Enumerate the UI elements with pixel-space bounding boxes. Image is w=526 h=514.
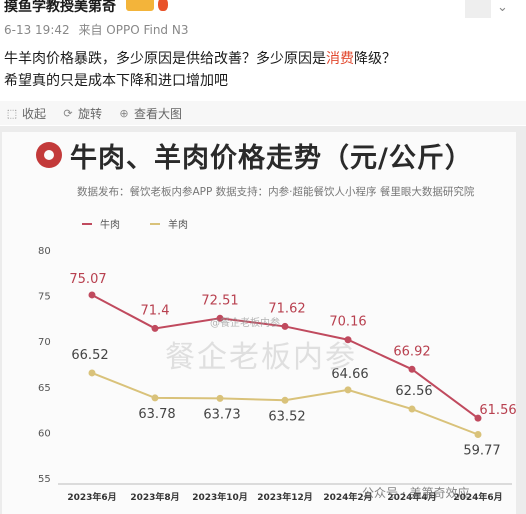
beef-data-point — [151, 324, 159, 332]
lamb-data-point — [281, 396, 289, 404]
lamb-data-label: 63.52 — [268, 409, 305, 424]
view-large-button[interactable]: ⊕ 查看大图 — [119, 106, 183, 121]
y-tick-label: 65 — [38, 383, 51, 394]
lamb-data-label: 66.52 — [71, 348, 108, 363]
beef-data-label: 61.56 — [479, 403, 516, 418]
more-icon[interactable]: ⌄ — [497, 0, 508, 15]
legend-item-lamb: 羊肉 — [150, 216, 188, 231]
thumbnail[interactable] — [465, 0, 491, 18]
lamb-data-point — [151, 394, 159, 402]
beef-data-point — [88, 291, 96, 299]
chart-legend: 牛肉 羊肉 — [82, 216, 218, 231]
lamb-data-label: 64.66 — [331, 367, 368, 382]
y-tick-label: 55 — [38, 474, 51, 485]
zoom-icon: ⊕ — [119, 106, 129, 120]
x-tick-label: 2024年2月 — [323, 491, 372, 503]
post-header: 摸鱼学教授美第奇 6-13 19:42 来自 OPPO Find N3 ⌄ — [0, 0, 526, 42]
post-text-line-2: 希望真的只是成本下降和进口增加吧 — [4, 73, 228, 89]
collapse-icon: ⬚ — [6, 106, 18, 120]
x-tick-label: 2023年12月 — [257, 491, 313, 503]
beef-data-point — [216, 314, 224, 322]
beef-data-point — [408, 365, 416, 373]
beef-data-label: 72.51 — [201, 293, 238, 308]
lamb-data-label: 63.78 — [138, 407, 175, 422]
x-tick-label: 2023年10月 — [192, 491, 248, 503]
legend-item-beef: 牛肉 — [82, 216, 120, 231]
legend-swatch-beef — [82, 222, 92, 225]
line-chart: 55 60 65 70 75 80 2023年6月 2023年8月 2023年10月 2023年1… — [38, 246, 517, 503]
beef-data-label: 71.62 — [268, 301, 305, 316]
topic-link[interactable]: 消费 — [326, 51, 354, 67]
lamb-data-point — [344, 386, 352, 394]
y-tick-label: 70 — [38, 337, 51, 348]
vip-badge-icon — [126, 0, 154, 11]
x-tick-label: 2024年4月 — [387, 491, 436, 503]
beef-data-point — [344, 336, 352, 344]
beef-data-point — [281, 322, 289, 330]
beef-data-label: 70.16 — [329, 315, 366, 330]
image-toolbar: ⬚ 收起 ⟳ 旋转 ⊕ 查看大图 — [0, 101, 526, 125]
lamb-data-point — [216, 394, 224, 402]
x-tick-label: 2023年6月 — [67, 491, 116, 503]
lamb-data-label: 62.56 — [395, 384, 432, 399]
beef-data-label: 71.4 — [141, 303, 170, 318]
x-tick-label: 2024年6月 — [453, 491, 502, 503]
brand-logo-icon — [36, 142, 62, 168]
chart-subtitle: 数据发布：餐饮老板内参APP 数据支持：内参·超能餐饮人小程序 餐里眼大数据研究… — [77, 186, 475, 198]
y-tick-label: 80 — [38, 246, 51, 257]
lamb-data-label: 63.73 — [203, 407, 240, 422]
lamb-data-point — [88, 369, 96, 377]
legend-swatch-lamb — [150, 222, 160, 225]
y-tick-label: 75 — [38, 292, 51, 303]
author-name[interactable]: 摸鱼学教授美第奇 — [4, 0, 116, 15]
author-badges — [126, 0, 168, 11]
footer-source: 公众号 · 美第奇效应 — [362, 486, 470, 500]
lamb-data-point — [408, 405, 416, 413]
post-text: 牛羊肉价格暴跌，多少原因是供给改善？多少原因是消费降级？ 希望真的只是成本下降和… — [4, 48, 519, 92]
flame-icon — [158, 0, 168, 11]
post-meta: 6-13 19:42 来自 OPPO Find N3 — [4, 21, 193, 38]
post-text-line-1: 牛羊肉价格暴跌，多少原因是供给改善？多少原因是消费降级？ — [4, 51, 396, 67]
rotate-button[interactable]: ⟳ 旋转 — [63, 106, 103, 121]
lamb-data-point — [474, 430, 482, 438]
watermark: 餐企老板内参 — [165, 340, 357, 375]
x-tick-label: 2023年8月 — [130, 491, 179, 503]
rotate-icon: ⟳ — [63, 106, 73, 120]
post-source: 来自 OPPO Find N3 — [78, 23, 189, 37]
collapse-button[interactable]: ⬚ 收起 — [6, 106, 47, 121]
beef-data-label: 75.07 — [69, 272, 106, 287]
post-date: 6-13 19:42 — [4, 23, 70, 37]
beef-data-label: 66.92 — [393, 344, 430, 359]
chart-title: 牛肉、羊肉价格走势（元/公斤） — [70, 143, 473, 174]
lamb-data-label: 59.77 — [463, 443, 500, 458]
watermark-handle: @餐企老板内参 — [210, 318, 280, 329]
beef-data-point — [474, 414, 482, 422]
chart-image[interactable]: 牛肉、羊肉价格走势（元/公斤） 数据发布：餐饮老板内参APP 数据支持：内参·超… — [0, 126, 526, 514]
y-tick-label: 60 — [38, 428, 51, 439]
